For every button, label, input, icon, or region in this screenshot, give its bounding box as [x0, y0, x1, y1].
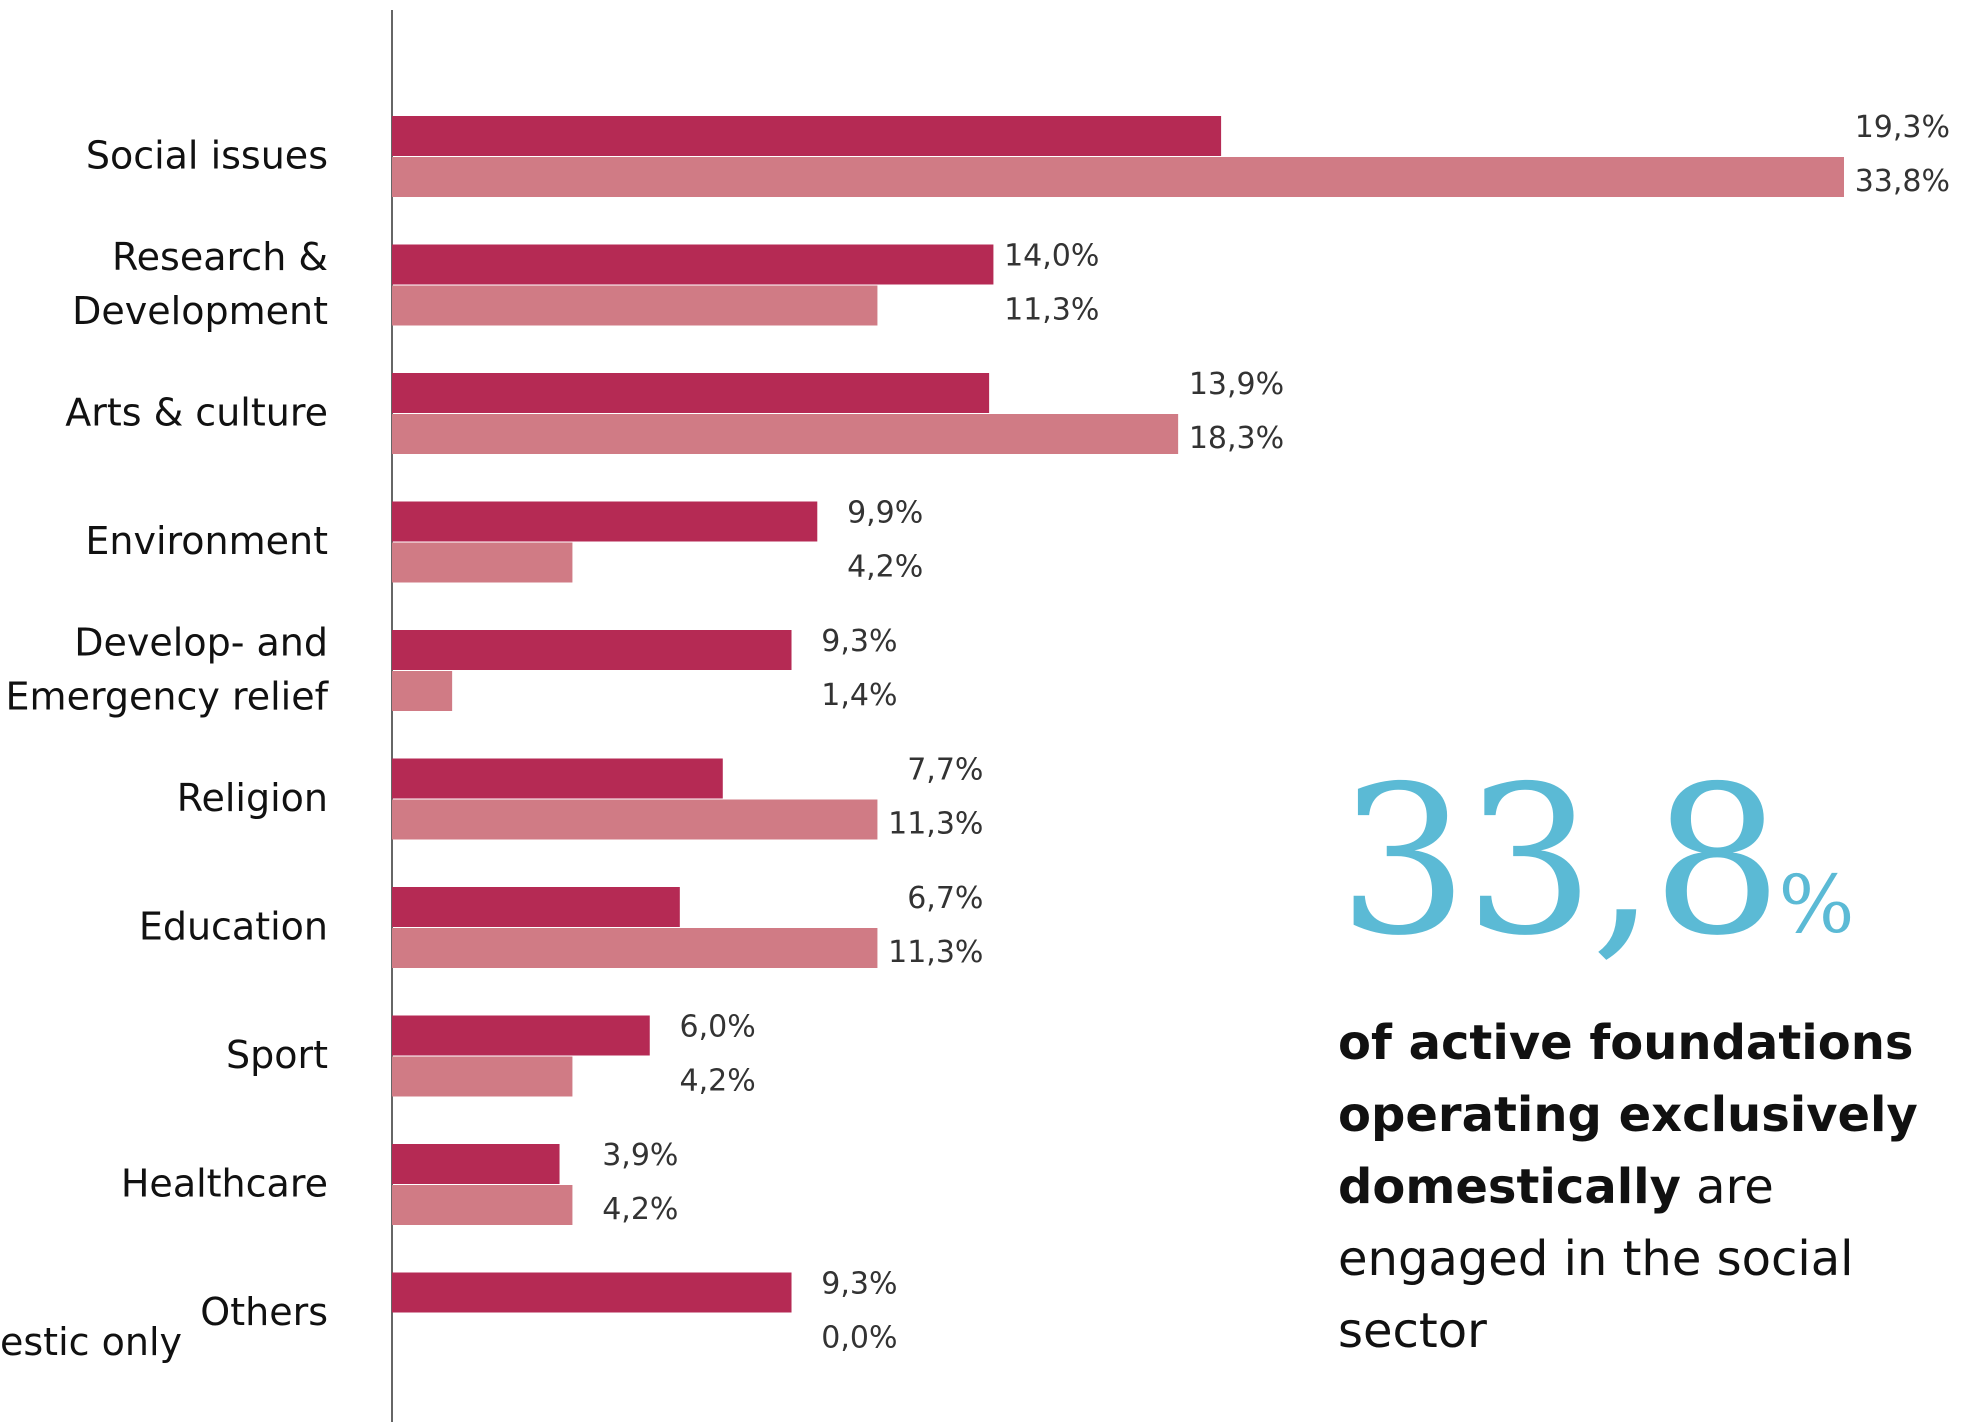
value-label-2-10: 0,0% [821, 1321, 897, 1356]
callout: 33,8% of active foundations operating ex… [1338, 760, 1971, 1367]
value-label-2-3: 18,3% [1189, 421, 1284, 456]
category-label-5: Develop- and Emergency relief [6, 621, 330, 719]
category-label-6: Religion [177, 776, 328, 820]
bar-1-2 [392, 244, 994, 285]
category-label-7: Education [139, 905, 328, 949]
callout-text-regular: are engaged in the social sector [1338, 1159, 1854, 1359]
value-label-1-9: 3,9% [602, 1138, 678, 1173]
value-label-2-1: 33,8% [1855, 164, 1950, 199]
legend-label-cropped: estic only [0, 1320, 182, 1364]
category-label-10: Others [200, 1290, 328, 1334]
value-label-1-6: 7,7% [907, 753, 983, 788]
category-label-3: Arts & culture [65, 391, 328, 435]
value-label-2-5: 1,4% [821, 678, 897, 713]
bar-1-8 [392, 1015, 650, 1056]
callout-text-bold: of active foundations operating exclusiv… [1338, 1015, 1918, 1215]
bar-2-2 [392, 285, 878, 326]
value-label-1-4: 9,9% [847, 496, 923, 531]
category-label-line: Develop- and [74, 621, 328, 665]
category-label-1: Social issues [86, 134, 328, 178]
category-label-4: Environment [85, 519, 328, 563]
bar-1-1 [392, 116, 1222, 156]
bar-2-8 [392, 1056, 573, 1097]
value-label-1-1: 19,3% [1855, 110, 1950, 145]
category-label-line: Religion [177, 776, 328, 820]
category-label-2: Research & Development [72, 235, 328, 333]
bar-2-3 [392, 414, 1179, 454]
category-label-line: Research & [112, 235, 328, 279]
value-label-1-3: 13,9% [1189, 367, 1284, 402]
callout-big-number: 33,8% [1338, 760, 1971, 965]
value-label-1-7: 6,7% [907, 881, 983, 916]
category-label-line: Healthcare [121, 1162, 328, 1206]
value-label-2-2: 11,3% [1004, 293, 1099, 328]
callout-number: 33,8 [1338, 743, 1782, 981]
value-label-1-2: 14,0% [1004, 239, 1099, 274]
value-label-2-7: 11,3% [888, 935, 983, 970]
bar-2-5 [392, 671, 453, 711]
value-label-1-8: 6,0% [680, 1010, 756, 1045]
value-label-2-8: 4,2% [680, 1064, 756, 1099]
category-label-line: Emergency relief [6, 675, 330, 719]
category-label-line: Social issues [86, 134, 328, 178]
bar-1-10 [392, 1272, 792, 1313]
bar-1-7 [392, 887, 680, 927]
callout-text: of active foundations operating exclusiv… [1338, 1007, 1971, 1367]
bar-2-1 [392, 157, 1844, 197]
callout-percent-sign: % [1778, 858, 1855, 951]
category-label-line: Education [139, 905, 328, 949]
category-label-line: Environment [85, 519, 328, 563]
bar-1-9 [392, 1144, 560, 1184]
category-label-line: Development [72, 289, 328, 333]
category-label-line: Arts & culture [65, 391, 328, 435]
value-label-1-10: 9,3% [821, 1267, 897, 1302]
value-label-2-9: 4,2% [602, 1192, 678, 1227]
bar-1-5 [392, 630, 792, 670]
bar-2-7 [392, 928, 878, 968]
bar-2-9 [392, 1185, 573, 1225]
category-label-8: Sport [226, 1033, 328, 1077]
category-label-9: Healthcare [121, 1162, 328, 1206]
category-label-line: Others [200, 1290, 328, 1334]
bar-1-3 [392, 373, 990, 413]
value-label-1-5: 9,3% [821, 624, 897, 659]
bar-1-4 [392, 501, 818, 542]
category-label-line: Sport [226, 1033, 328, 1077]
bar-2-6 [392, 799, 878, 840]
bar-2-4 [392, 542, 573, 583]
value-label-2-4: 4,2% [847, 550, 923, 585]
bar-1-6 [392, 758, 723, 799]
value-label-2-6: 11,3% [888, 807, 983, 842]
